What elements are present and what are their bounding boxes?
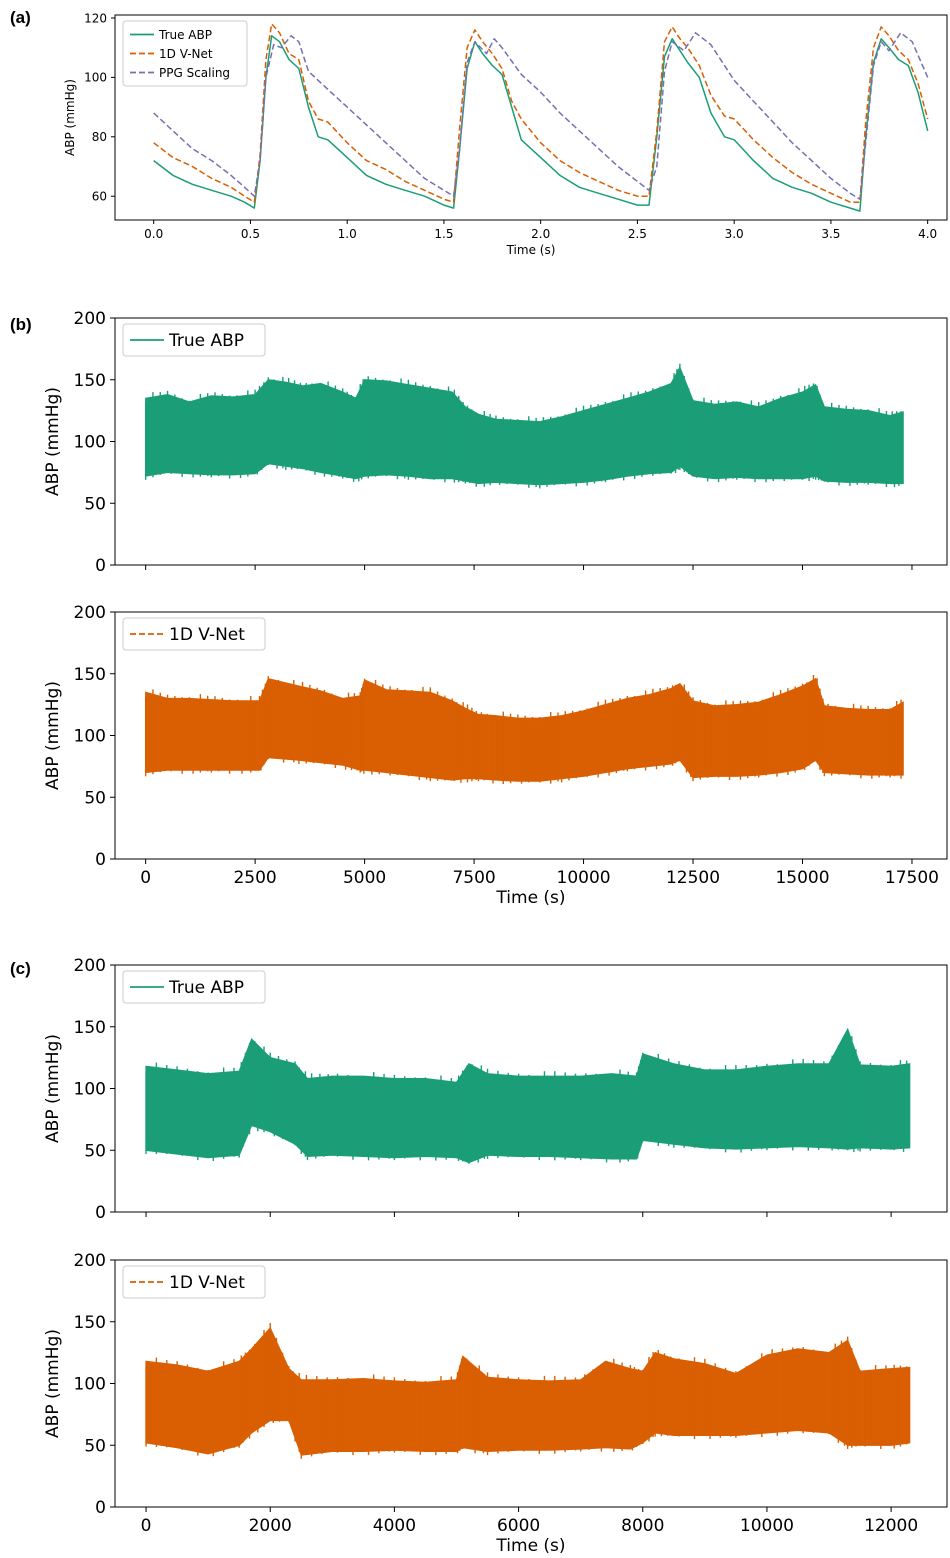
x-tick-label: 12500 — [666, 868, 720, 888]
panel-label-b: (b) — [10, 315, 32, 334]
y-tick-label: 100 — [74, 1375, 106, 1395]
y-tick-label: 50 — [84, 1141, 106, 1161]
plots-layer: 0.0 0.5 1.0 1.5 2.0 2.5 3.0 3.5 4.0 60 80 100 120 ABP… — [43, 11, 948, 1556]
panel-label-c: (c) — [10, 959, 31, 978]
y-tick-label: 80 — [92, 130, 107, 144]
x-tick-label: 2500 — [233, 868, 276, 888]
axes-frame — [114, 14, 948, 221]
series-line-0 — [153, 35, 929, 212]
x-tick-label: 0.0 — [144, 227, 163, 241]
x-tick-label: 6000 — [497, 1516, 540, 1536]
x-tick-label: 2.5 — [628, 227, 647, 241]
legend-label: True ABP — [158, 28, 212, 42]
y-axis-label: ABP (mmHg) — [63, 79, 77, 156]
x-tick-label: 4.0 — [918, 227, 937, 241]
chart-c-bottom: 0 2000 4000 6000 8000 10000 12000 0 50 100 150 200 A… — [43, 1251, 948, 1556]
y-tick-label: 0 — [95, 1203, 106, 1223]
y-axis-label: ABP (mmHg) — [43, 681, 63, 790]
x-tick-label: 12000 — [864, 1516, 918, 1536]
legend-box — [122, 323, 266, 357]
x-axis-label: Time (s) — [506, 243, 556, 257]
legend-label: True ABP — [168, 331, 244, 351]
y-tick-label: 150 — [74, 665, 106, 685]
legend-box — [122, 617, 266, 651]
y-tick-label: 50 — [84, 494, 106, 514]
y-tick-label: 100 — [84, 71, 107, 85]
x-tick-label: 1.5 — [434, 227, 453, 241]
chart-a: 0.0 0.5 1.0 1.5 2.0 2.5 3.0 3.5 4.0 60 80 100 120 ABP… — [63, 11, 948, 257]
y-tick-label: 200 — [74, 603, 106, 623]
y-tick-label: 200 — [74, 309, 106, 329]
panel-label-a: (a) — [10, 8, 31, 27]
x-tick-label: 10000 — [557, 868, 611, 888]
legend-label: 1D V-Net — [169, 1273, 245, 1293]
x-tick-label: 0.5 — [241, 227, 260, 241]
legend-box — [122, 1265, 266, 1299]
y-tick-label: 0 — [95, 1498, 106, 1518]
x-tick-label: 8000 — [621, 1516, 664, 1536]
legend-label: PPG Scaling — [159, 66, 230, 80]
y-tick-label: 0 — [95, 850, 106, 870]
plot-area-c-bottom — [145, 1322, 911, 1459]
series-line-2 — [153, 32, 929, 200]
y-tick-label: 200 — [74, 956, 106, 976]
x-tick-label: 3.0 — [725, 227, 744, 241]
x-tick-label: 7500 — [452, 868, 495, 888]
y-tick-label: 150 — [74, 371, 106, 391]
y-tick-label: 150 — [74, 1018, 106, 1038]
x-tick-label: 0 — [141, 1516, 152, 1536]
y-tick-label: 60 — [92, 190, 107, 204]
legend-label: 1D V-Net — [169, 625, 245, 645]
plot-area-a — [153, 23, 929, 212]
legend-box — [122, 20, 248, 87]
chart-b-top: 0 50 100 150 200 ABP (mmHg) True ABP — [43, 309, 948, 576]
x-tick-label: 0 — [140, 868, 151, 888]
x-tick-label: 17500 — [885, 868, 939, 888]
y-tick-label: 150 — [74, 1313, 106, 1333]
x-axis-label: Time (s) — [495, 888, 565, 908]
x-tick-label: 2.0 — [531, 227, 550, 241]
x-axis-label: Time (s) — [495, 1536, 565, 1556]
y-tick-label: 50 — [84, 788, 106, 808]
y-axis-label: ABP (mmHg) — [43, 1329, 63, 1438]
plot-area-b-bottom — [144, 674, 904, 785]
legend-label: 1D V-Net — [159, 47, 213, 61]
y-tick-label: 50 — [84, 1436, 106, 1456]
chart-c-top: 0 50 100 150 200 ABP (mmHg) True ABP — [43, 956, 948, 1223]
x-tick-label: 3.5 — [821, 227, 840, 241]
x-tick-label: 10000 — [740, 1516, 794, 1536]
legend-label: True ABP — [168, 978, 244, 998]
x-tick-label: 4000 — [373, 1516, 416, 1536]
legend-box — [122, 970, 266, 1004]
y-axis-label: ABP (mmHg) — [43, 1034, 63, 1143]
x-tick-label: 1.0 — [338, 227, 357, 241]
y-axis-label: ABP (mmHg) — [43, 387, 63, 496]
plot-area-c-top — [145, 1027, 911, 1164]
series-line-1 — [153, 23, 929, 203]
y-tick-label: 100 — [74, 727, 106, 747]
plot-area-b-top — [144, 363, 904, 489]
chart-b-bottom: 0 2500 5000 7500 10000 12500 15000 17500 0 50 100 1… — [43, 603, 948, 908]
y-tick-label: 200 — [74, 1251, 106, 1271]
y-tick-label: 100 — [74, 433, 106, 453]
x-tick-label: 5000 — [343, 868, 386, 888]
y-tick-label: 0 — [95, 556, 106, 576]
y-tick-label: 120 — [84, 11, 107, 25]
y-tick-label: 100 — [74, 1080, 106, 1100]
x-tick-label: 15000 — [775, 868, 829, 888]
x-tick-label: 2000 — [249, 1516, 292, 1536]
